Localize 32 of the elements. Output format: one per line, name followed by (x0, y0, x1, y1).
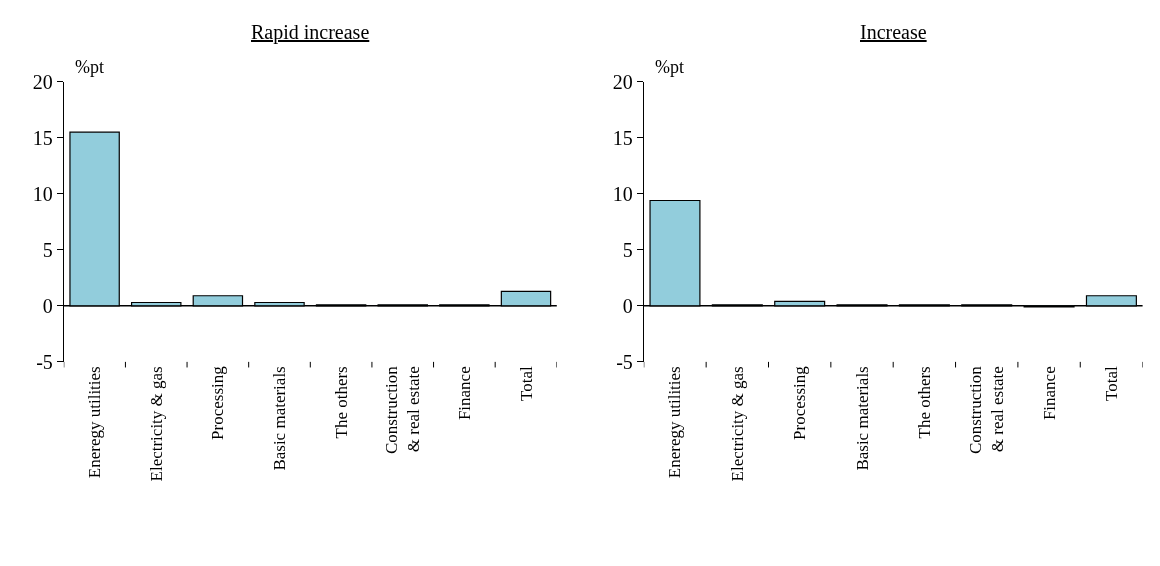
y-tick-label: 0 (42, 294, 53, 317)
x-tick-label: Total (1101, 366, 1121, 401)
x-tick-label: Eneregy utilities (665, 366, 685, 479)
y-tick-label: 15 (32, 126, 53, 149)
x-tick-label: Finance (454, 366, 474, 421)
x-tick-label: Processing (208, 365, 228, 440)
x-tick-label: Construction & real estate (382, 365, 424, 455)
x-tick-label: Total (516, 366, 536, 401)
x-tick-label: Electricity & gas (727, 366, 747, 482)
y-tick-label: 10 (32, 182, 53, 205)
y-tick-label: -5 (616, 350, 633, 373)
chart-title: Rapid increase (251, 21, 370, 44)
y-tick-label: 15 (612, 126, 633, 149)
y-tick-label: 20 (32, 70, 53, 93)
chart-title: Increase (860, 21, 927, 43)
x-tick-label: The others (331, 366, 351, 439)
y-axis-title: %pt (75, 57, 104, 77)
y-tick-label: 5 (622, 238, 633, 261)
x-tick-label: Electricity & gas (146, 366, 166, 482)
y-tick-label: 0 (622, 294, 633, 317)
x-tick-label: Eneregy utilities (85, 366, 105, 479)
y-tick-label: 10 (612, 182, 633, 205)
y-axis-title: %pt (655, 57, 684, 77)
x-tick-label: Basic materials (852, 366, 872, 471)
x-tick-label: Construction & real estate (966, 365, 1008, 455)
y-tick-label: -5 (36, 350, 53, 373)
y-tick-label: 5 (42, 238, 53, 261)
x-tick-label: Finance (1039, 366, 1059, 421)
x-tick-label: The others (914, 366, 934, 439)
x-tick-label: Basic materials (270, 366, 290, 471)
y-tick-label: 20 (612, 70, 633, 93)
x-tick-label: Processing (790, 365, 810, 440)
